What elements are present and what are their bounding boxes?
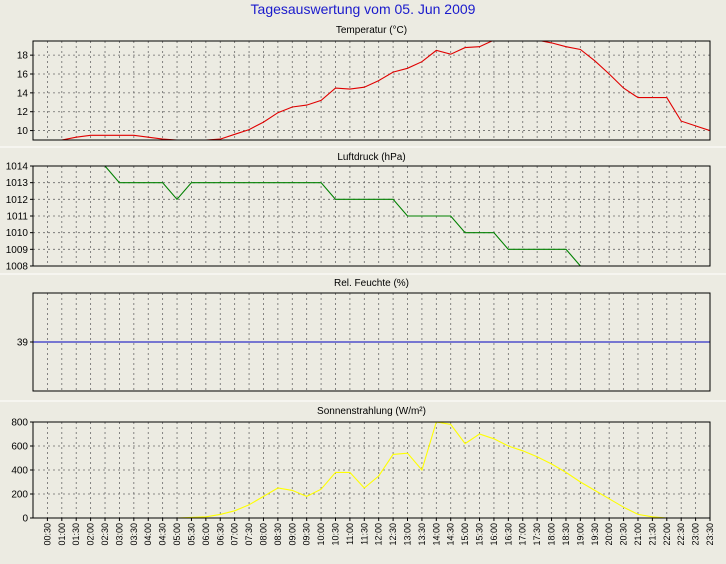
y-tick-label: 1011 (6, 212, 28, 223)
y-tick-label: 14 (17, 88, 29, 99)
x-tick-label: 19:30 (590, 523, 600, 546)
x-tick-label: 11:30 (359, 523, 369, 545)
x-tick-label: 02:30 (100, 523, 110, 546)
x-tick-label: 07:30 (244, 523, 254, 546)
y-tick-label: 600 (11, 442, 28, 453)
series-line (104, 166, 581, 266)
panel-title: Rel. Feuchte (%) (334, 278, 409, 289)
plot-frame (32, 292, 711, 392)
x-tick-label: 14:30 (446, 523, 456, 546)
y-tick-label: 1008 (6, 262, 29, 273)
y-tick-label: 800 (11, 418, 28, 429)
plot-area (33, 422, 710, 518)
x-axis: 00:30 01:00 01:30 02:00 02:30 03:00 03:30 04:00… (42, 518, 715, 546)
y-tick-label: 1013 (6, 178, 29, 189)
x-tick-label: 03:00 (114, 523, 124, 546)
y-tick-label: 12 (17, 107, 29, 118)
plot-frame (32, 40, 711, 141)
y-tick-label: 200 (11, 490, 28, 501)
x-tick-label: 11:00 (345, 523, 355, 545)
x-tick-label: 12:30 (388, 523, 398, 546)
series-line (176, 422, 667, 518)
y-tick-label: 10 (17, 126, 29, 137)
x-tick-label: 23:00 (691, 523, 701, 546)
x-tick-label: 01:00 (57, 523, 67, 546)
x-tick-label: 08:00 (259, 523, 269, 546)
y-tick-label: 18 (17, 51, 29, 62)
panel-title: Luftdruck (hPa) (337, 152, 405, 163)
x-tick-label: 14:00 (431, 523, 441, 546)
x-tick-label: 16:30 (503, 523, 513, 546)
x-tick-label: 10:00 (316, 523, 326, 546)
x-tick-label: 22:00 (662, 523, 672, 546)
chart-panel: Rel. Feuchte (%) 39 (17, 278, 711, 392)
x-tick-label: 01:30 (71, 523, 81, 546)
page-title: Tagesauswertung vom 05. Jun 2009 (250, 1, 476, 17)
x-tick-label: 02:00 (86, 523, 96, 546)
x-tick-label: 05:30 (186, 523, 196, 546)
x-tick-label: 17:30 (532, 523, 542, 546)
x-tick-label: 06:00 (201, 523, 211, 546)
x-tick-label: 20:30 (619, 523, 629, 546)
x-tick-label: 05:00 (172, 523, 182, 546)
x-tick-label: 16:00 (489, 523, 499, 546)
x-tick-label: 19:00 (575, 523, 585, 546)
chart-panel: Luftdruck (hPa) 1008 1009 1010 1011 1012 1013 1… (6, 152, 711, 273)
y-tick-label: 1014 (6, 162, 29, 173)
x-tick-label: 13:30 (417, 523, 427, 546)
chart-panel: Temperatur (°C) 10 12 14 16 18 (17, 25, 711, 141)
x-tick-label: 06:30 (215, 523, 225, 546)
plot-frame (32, 421, 711, 519)
x-tick-label: 20:00 (604, 523, 614, 546)
x-tick-label: 12:00 (374, 523, 384, 546)
x-tick-label: 10:30 (331, 523, 341, 546)
x-tick-label: 18:30 (561, 523, 571, 546)
y-tick-label: 1010 (6, 228, 29, 239)
panel-title: Sonnenstrahlung (W/m²) (317, 406, 426, 417)
x-tick-label: 15:00 (460, 523, 470, 546)
x-tick-label: 18:00 (547, 523, 557, 546)
series-line (47, 41, 710, 140)
plot-frame (32, 165, 711, 267)
x-tick-label: 07:00 (230, 523, 240, 546)
panel-title: Temperatur (°C) (336, 25, 407, 36)
x-tick-label: 13:00 (403, 523, 413, 546)
y-tick-label: 1012 (6, 195, 29, 206)
y-tick-label: 39 (17, 338, 29, 349)
x-tick-label: 04:30 (158, 523, 168, 546)
x-tick-label: 03:30 (129, 523, 139, 546)
x-tick-label: 17:00 (518, 523, 528, 546)
x-tick-label: 21:30 (647, 523, 657, 546)
x-tick-label: 15:30 (475, 523, 485, 546)
plot-area (33, 41, 710, 140)
x-tick-label: 23:30 (705, 523, 715, 546)
x-tick-label: 08:30 (273, 523, 283, 546)
y-tick-label: 16 (17, 70, 29, 81)
y-tick-label: 400 (11, 466, 28, 477)
x-tick-label: 09:30 (302, 523, 312, 546)
x-tick-label: 09:00 (287, 523, 297, 546)
y-tick-label: 1009 (6, 245, 29, 256)
x-tick-label: 22:30 (676, 523, 686, 546)
x-tick-label: 21:00 (633, 523, 643, 546)
y-tick-label: 0 (22, 514, 28, 525)
chart-panel: Sonnenstrahlung (W/m²) 0 200 400 600 800 (11, 406, 711, 525)
x-tick-label: 04:00 (143, 523, 153, 546)
x-tick-label: 00:30 (42, 523, 52, 546)
